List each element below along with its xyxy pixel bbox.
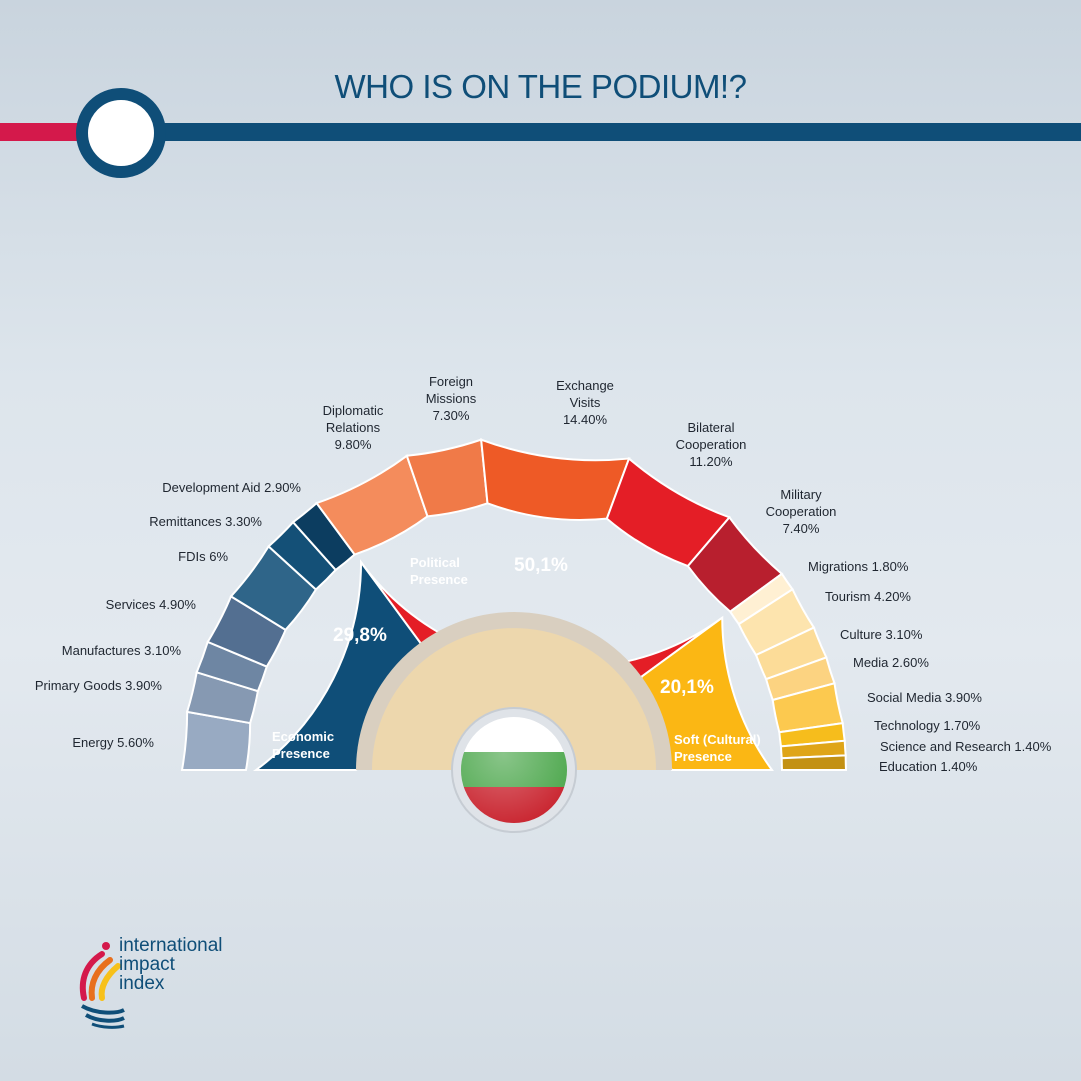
outer-label: Remittances 3.30% bbox=[149, 514, 262, 529]
outer-label: Social Media 3.90% bbox=[867, 690, 982, 705]
inner-name-label: Presence bbox=[272, 746, 330, 761]
outer-label: 7.40% bbox=[783, 521, 820, 536]
outer-label: Manufactures 3.10% bbox=[62, 643, 182, 658]
logo-line: index bbox=[119, 973, 165, 994]
outer-label: FDIs 6% bbox=[178, 549, 228, 564]
outer-label: 14.40% bbox=[563, 412, 608, 427]
inner-value-label: 29,8% bbox=[333, 625, 387, 646]
outer-label: 9.80% bbox=[335, 437, 372, 452]
outer-label: Technology 1.70% bbox=[874, 718, 981, 733]
outer-label: Culture 3.10% bbox=[840, 627, 923, 642]
outer-label: Media 2.60% bbox=[853, 655, 929, 670]
outer-label: Relations bbox=[326, 420, 381, 435]
outer-wedge bbox=[780, 754, 848, 771]
outer-label: Missions bbox=[426, 391, 477, 406]
outer-wedge bbox=[480, 438, 631, 521]
outer-label: Primary Goods 3.90% bbox=[35, 678, 163, 693]
outer-label: Military bbox=[780, 487, 822, 502]
logo-wordmark: international impact index bbox=[119, 936, 223, 993]
outer-label: Migrations 1.80% bbox=[808, 559, 909, 574]
outer-label: 7.30% bbox=[433, 408, 470, 423]
inner-label-layer: 29,8% Economic Presence 50,1% Political Prese… bbox=[272, 555, 761, 764]
logo-mark-icon bbox=[79, 942, 125, 1029]
page-title: WHO IS ON THE PODIUM!? bbox=[334, 68, 747, 105]
inner-value-label: 50,1% bbox=[514, 555, 568, 576]
outer-label: Cooperation bbox=[766, 504, 837, 519]
outer-label: Exchange bbox=[556, 378, 614, 393]
inner-value-label: 20,1% bbox=[660, 677, 714, 698]
inner-name-label: Presence bbox=[410, 572, 468, 587]
bulgaria-flag-icon bbox=[461, 717, 567, 823]
outer-label: Diplomatic bbox=[323, 403, 384, 418]
logo-line: impact bbox=[119, 954, 175, 975]
center-area bbox=[356, 612, 672, 833]
inner-name-label: Presence bbox=[674, 749, 732, 764]
outer-label: Science and Research 1.40% bbox=[880, 739, 1052, 754]
inner-name-label: Soft (Cultural) bbox=[674, 732, 761, 747]
inner-name-label: Political bbox=[410, 555, 460, 570]
inner-name-label: Economic bbox=[272, 729, 334, 744]
outer-label: Services 4.90% bbox=[106, 597, 197, 612]
outer-label: 11.20% bbox=[689, 454, 733, 469]
outer-label: Energy 5.60% bbox=[72, 735, 154, 750]
outer-label-layer: Energy 5.60% Primary Goods 3.90% Manufactu… bbox=[35, 374, 1052, 774]
logo-line: international bbox=[119, 935, 223, 956]
outer-label: Cooperation bbox=[676, 437, 747, 452]
header-rule-blue bbox=[150, 123, 1081, 141]
outer-label: Visits bbox=[570, 395, 601, 410]
header-rule-red bbox=[0, 123, 90, 141]
center-disc bbox=[372, 628, 656, 770]
outer-label: Tourism 4.20% bbox=[825, 589, 911, 604]
outer-label: Development Aid 2.90% bbox=[162, 480, 301, 495]
outer-label: Foreign bbox=[429, 374, 473, 389]
outer-label: Education 1.40% bbox=[879, 759, 978, 774]
outer-label: Bilateral bbox=[688, 420, 735, 435]
